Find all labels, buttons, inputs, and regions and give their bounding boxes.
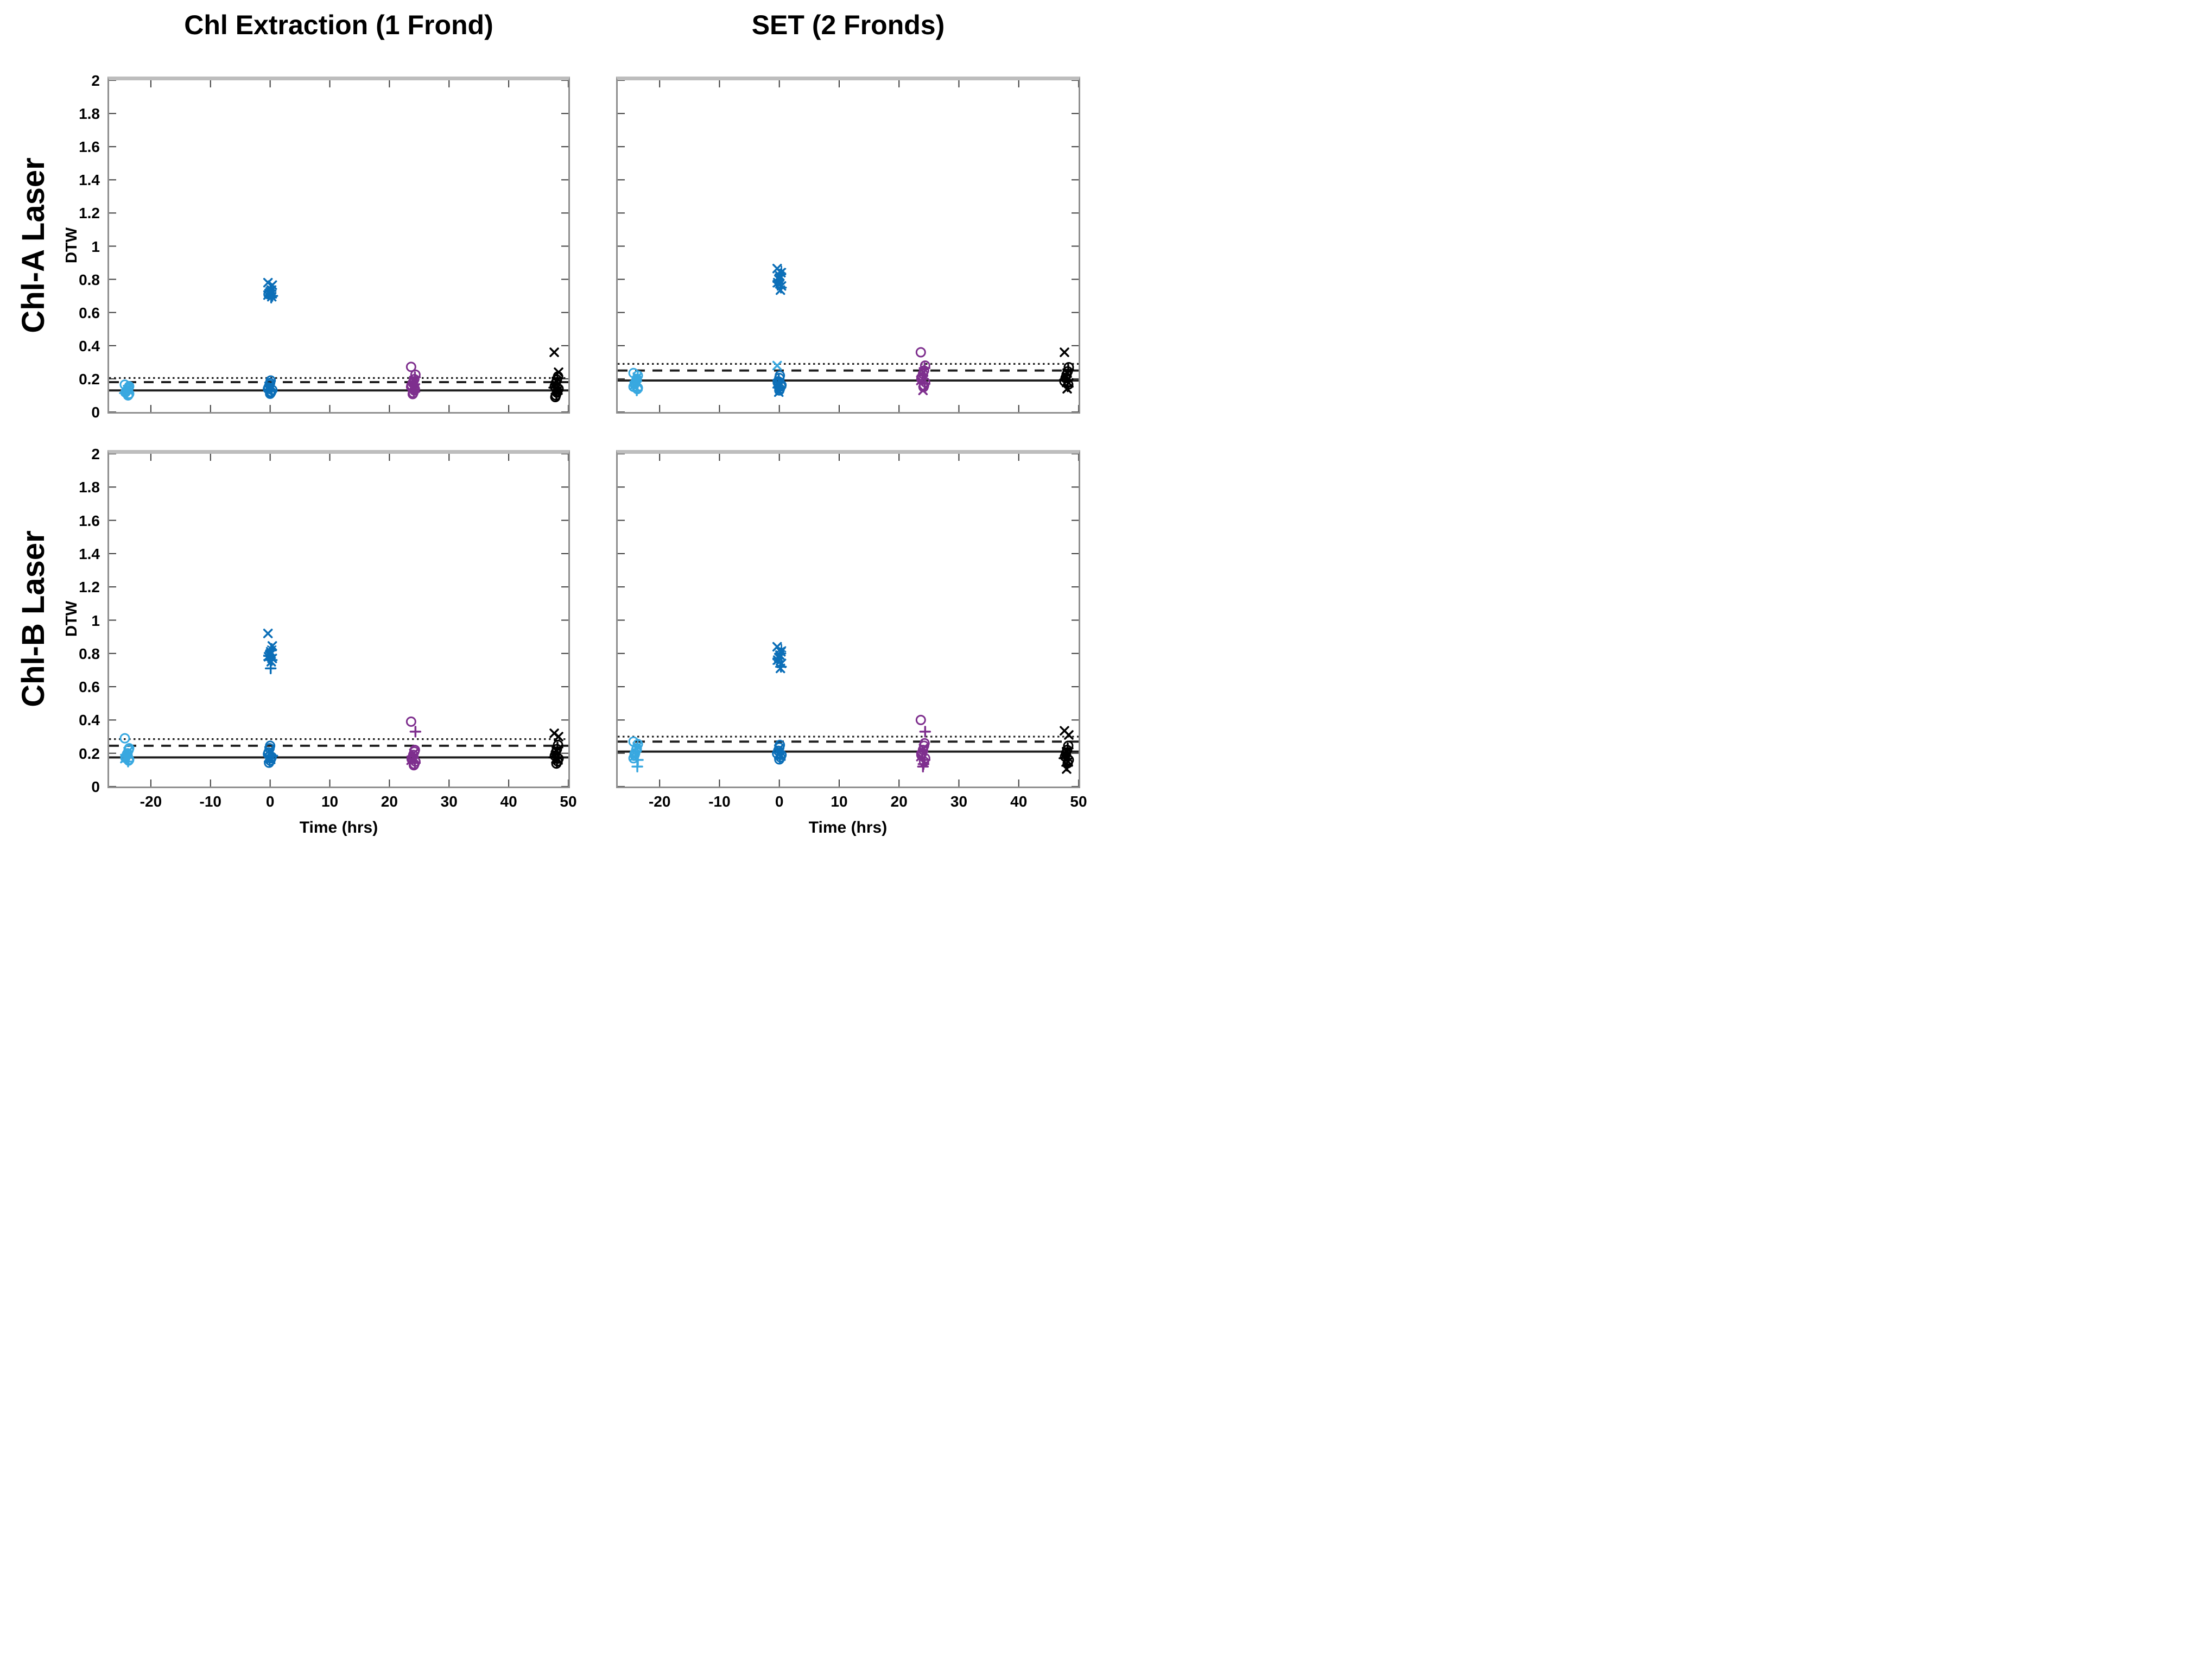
data-point-marker-circle xyxy=(550,392,561,403)
data-point-marker-x xyxy=(266,657,276,667)
column-title-set: SET (2 Fronds) xyxy=(751,10,945,40)
data-point-marker-circle xyxy=(407,389,418,400)
x-tick-label: 20 xyxy=(381,793,398,810)
x-tick-label: -20 xyxy=(648,793,671,810)
plot-area xyxy=(618,80,1079,412)
y-tick-label: 0 xyxy=(91,778,100,795)
data-point-marker-circle xyxy=(405,362,416,372)
plot-chlA-set xyxy=(616,77,1080,414)
data-point-marker-circle xyxy=(915,714,926,725)
data-point-marker-circle xyxy=(551,758,562,769)
y-tick-label: 1.8 xyxy=(79,479,100,496)
plot-chlA-extraction xyxy=(107,77,570,414)
data-point-marker-x xyxy=(775,663,785,674)
x-axis-label-left: Time (hrs) xyxy=(299,819,378,836)
data-point-marker-circle xyxy=(408,760,419,771)
data-point-marker-circle xyxy=(119,733,130,744)
data-point-marker-x xyxy=(918,385,928,396)
x-tick-label: -10 xyxy=(708,793,731,810)
data-point-marker-x xyxy=(1064,730,1074,740)
x-axis-label-right: Time (hrs) xyxy=(808,819,888,836)
x-tick-label: 40 xyxy=(1010,793,1028,810)
plot-chlB-set xyxy=(616,450,1080,788)
y-tick-label: 0.2 xyxy=(79,745,100,762)
data-point-marker-circle xyxy=(264,757,275,768)
column-title-chl-extraction: Chl Extraction (1 Frond) xyxy=(184,10,493,40)
data-point-marker-plus xyxy=(409,726,422,738)
data-point-marker-x xyxy=(1062,764,1072,774)
y-tick-label: 0.6 xyxy=(79,304,100,321)
y-tick-label: 0.4 xyxy=(79,337,100,354)
x-tick-label: 0 xyxy=(265,793,275,810)
x-tick-label: 50 xyxy=(560,793,577,810)
data-point-marker-circle xyxy=(123,390,134,401)
row-label-chl-a-laser: Chl-A Laser xyxy=(16,157,51,333)
row-label-chl-b-laser: Chl-B Laser xyxy=(16,530,51,707)
y-tick-label: 0.4 xyxy=(79,712,100,729)
plot-area xyxy=(109,80,568,412)
x-tick-label: 30 xyxy=(440,793,458,810)
data-point-marker-plus xyxy=(631,384,643,397)
x-tick-label: 40 xyxy=(500,793,517,810)
y-tick-label: 0.8 xyxy=(79,271,100,288)
y-tick-label: 2 xyxy=(91,72,100,89)
y-tick-label: 1.6 xyxy=(79,138,100,156)
data-point-marker-x xyxy=(775,285,785,295)
data-point-marker-circle xyxy=(774,385,785,396)
x-tick-label: -10 xyxy=(199,793,221,810)
y-tick-label: 0.2 xyxy=(79,370,100,388)
data-point-marker-x xyxy=(774,387,784,397)
y-tick-label: 1.4 xyxy=(79,545,100,562)
y-tick-label: 1.4 xyxy=(79,172,100,189)
data-point-marker-plus xyxy=(917,760,929,772)
data-point-marker-x xyxy=(263,629,273,638)
x-tick-label: 20 xyxy=(890,793,908,810)
data-point-marker-plus xyxy=(265,291,277,303)
x-tick-label: -20 xyxy=(140,793,162,810)
plot-chlB-extraction xyxy=(107,450,570,788)
y-tick-label: 2 xyxy=(91,446,100,462)
data-point-marker-x xyxy=(1062,384,1072,394)
data-point-marker-circle xyxy=(915,347,926,358)
data-point-marker-x xyxy=(772,360,782,371)
data-point-marker-circle xyxy=(774,754,785,765)
y-tick-label: 1 xyxy=(91,238,100,255)
data-point-marker-circle xyxy=(405,716,416,727)
y-tick-label: 1 xyxy=(91,612,100,629)
y-tick-label: 0.8 xyxy=(79,645,100,662)
figure-canvas: Chl Extraction (1 Frond) SET (2 Fronds) … xyxy=(0,0,1096,840)
x-tick-label: 50 xyxy=(1070,793,1087,810)
y-tick-label: 1.8 xyxy=(79,105,100,123)
x-tick-label: 10 xyxy=(831,793,848,810)
x-tick-label: 0 xyxy=(775,793,784,810)
data-point-marker-plus xyxy=(631,760,643,772)
data-point-marker-plus xyxy=(919,726,931,738)
data-point-marker-x xyxy=(1060,347,1069,357)
y-tick-label: 1.2 xyxy=(79,579,100,596)
data-point-marker-circle xyxy=(265,388,276,399)
data-point-marker-plus xyxy=(264,662,277,675)
plot-area xyxy=(618,454,1079,787)
data-point-marker-x xyxy=(554,732,563,741)
y-tick-label: 1.6 xyxy=(79,512,100,529)
y-tick-label: 0.6 xyxy=(79,679,100,696)
plot-area xyxy=(109,454,568,787)
y-tick-label: 1.2 xyxy=(79,205,100,222)
data-point-marker-x xyxy=(549,347,559,357)
x-tick-label: 10 xyxy=(321,793,339,810)
x-tick-label: 30 xyxy=(950,793,968,810)
y-tick-label: 0 xyxy=(91,404,100,421)
data-point-marker-plus xyxy=(122,756,134,768)
